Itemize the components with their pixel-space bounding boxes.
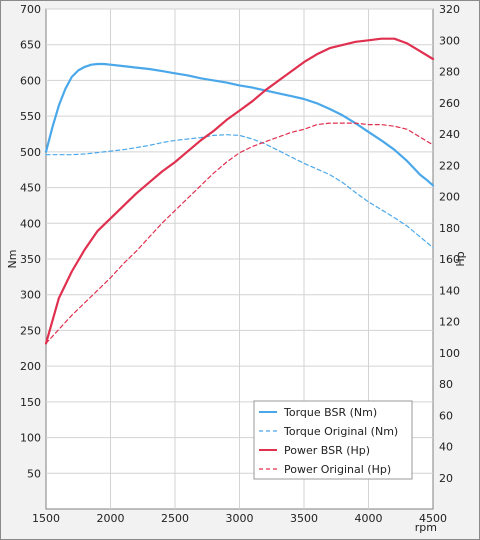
y-left-tick-label: 450 bbox=[20, 182, 41, 195]
legend-label-torque-bsr: Torque BSR (Nm) bbox=[283, 406, 377, 419]
y-left-tick-label: 250 bbox=[20, 324, 41, 337]
y-right-tick-label: 320 bbox=[439, 3, 460, 16]
y-right-tick-label: 20 bbox=[439, 472, 453, 485]
y-left-tick-label: 550 bbox=[20, 110, 41, 123]
y-left-tick-label: 400 bbox=[20, 217, 41, 230]
y-right-tick-label: 160 bbox=[439, 253, 460, 266]
y-right-tick-label: 100 bbox=[439, 347, 460, 360]
y-left-tick-label: 200 bbox=[20, 360, 41, 373]
y-left-tick-label: 150 bbox=[20, 396, 41, 409]
series-power-original bbox=[45, 122, 434, 344]
series-torque-bsr bbox=[44, 62, 435, 187]
y-left-axis-title: Nm bbox=[6, 250, 19, 269]
y-right-tick-label: 240 bbox=[439, 128, 460, 141]
series-layer bbox=[44, 37, 435, 345]
legend-label-power-original: Power Original (Hp) bbox=[284, 463, 391, 476]
y-left-tick-label: 350 bbox=[20, 253, 41, 266]
x-tick-label: 4000 bbox=[355, 512, 383, 525]
x-tick-label: 4500 bbox=[419, 512, 447, 525]
series-torque-original bbox=[45, 134, 434, 249]
y-left-tick-label: 100 bbox=[20, 432, 41, 445]
x-tick-label: 1500 bbox=[32, 512, 60, 525]
y-right-tick-label: 300 bbox=[439, 34, 460, 47]
y-left-tick-label: 700 bbox=[20, 3, 41, 16]
legend-box bbox=[253, 400, 413, 480]
legend-label-torque-original: Torque Original (Nm) bbox=[283, 425, 398, 438]
y-right-tick-label: 120 bbox=[439, 316, 460, 329]
y-right-tick-label: 200 bbox=[439, 191, 460, 204]
y-left-tick-label: 650 bbox=[20, 39, 41, 52]
y-right-tick-label: 60 bbox=[439, 409, 453, 422]
y-right-tick-label: 280 bbox=[439, 66, 460, 79]
tick-labels: 50 100 150 200 250 300 350 400 450 500 550 600 650 70… bbox=[20, 3, 460, 525]
y-left-tick-label: 600 bbox=[20, 74, 41, 87]
y-right-tick-label: 140 bbox=[439, 284, 460, 297]
y-right-tick-label: 260 bbox=[439, 97, 460, 110]
y-right-tick-label: 80 bbox=[439, 378, 453, 391]
x-tick-label: 2500 bbox=[161, 512, 189, 525]
y-left-tick-label: 50 bbox=[27, 467, 41, 480]
y-left-tick-label: 500 bbox=[20, 146, 41, 159]
series-power-bsr bbox=[44, 37, 435, 345]
x-axis-title: rpm bbox=[415, 521, 437, 534]
y-right-tick-label: 40 bbox=[439, 441, 453, 454]
legend: Torque BSR (Nm) Torque Original (Nm) Pow… bbox=[253, 400, 413, 480]
y-left-tick-label: 300 bbox=[20, 289, 41, 302]
y-right-tick-label: 220 bbox=[439, 159, 460, 172]
legend-label-power-bsr: Power BSR (Hp) bbox=[284, 444, 370, 457]
y-right-axis-title: Hp bbox=[454, 251, 467, 266]
x-tick-label: 2000 bbox=[97, 512, 125, 525]
y-right-tick-label: 180 bbox=[439, 222, 460, 235]
x-tick-label: 3000 bbox=[226, 512, 254, 525]
x-tick-label: 3500 bbox=[290, 512, 318, 525]
